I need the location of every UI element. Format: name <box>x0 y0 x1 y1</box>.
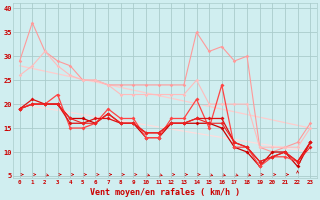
X-axis label: Vent moyen/en rafales ( km/h ): Vent moyen/en rafales ( km/h ) <box>90 188 240 197</box>
